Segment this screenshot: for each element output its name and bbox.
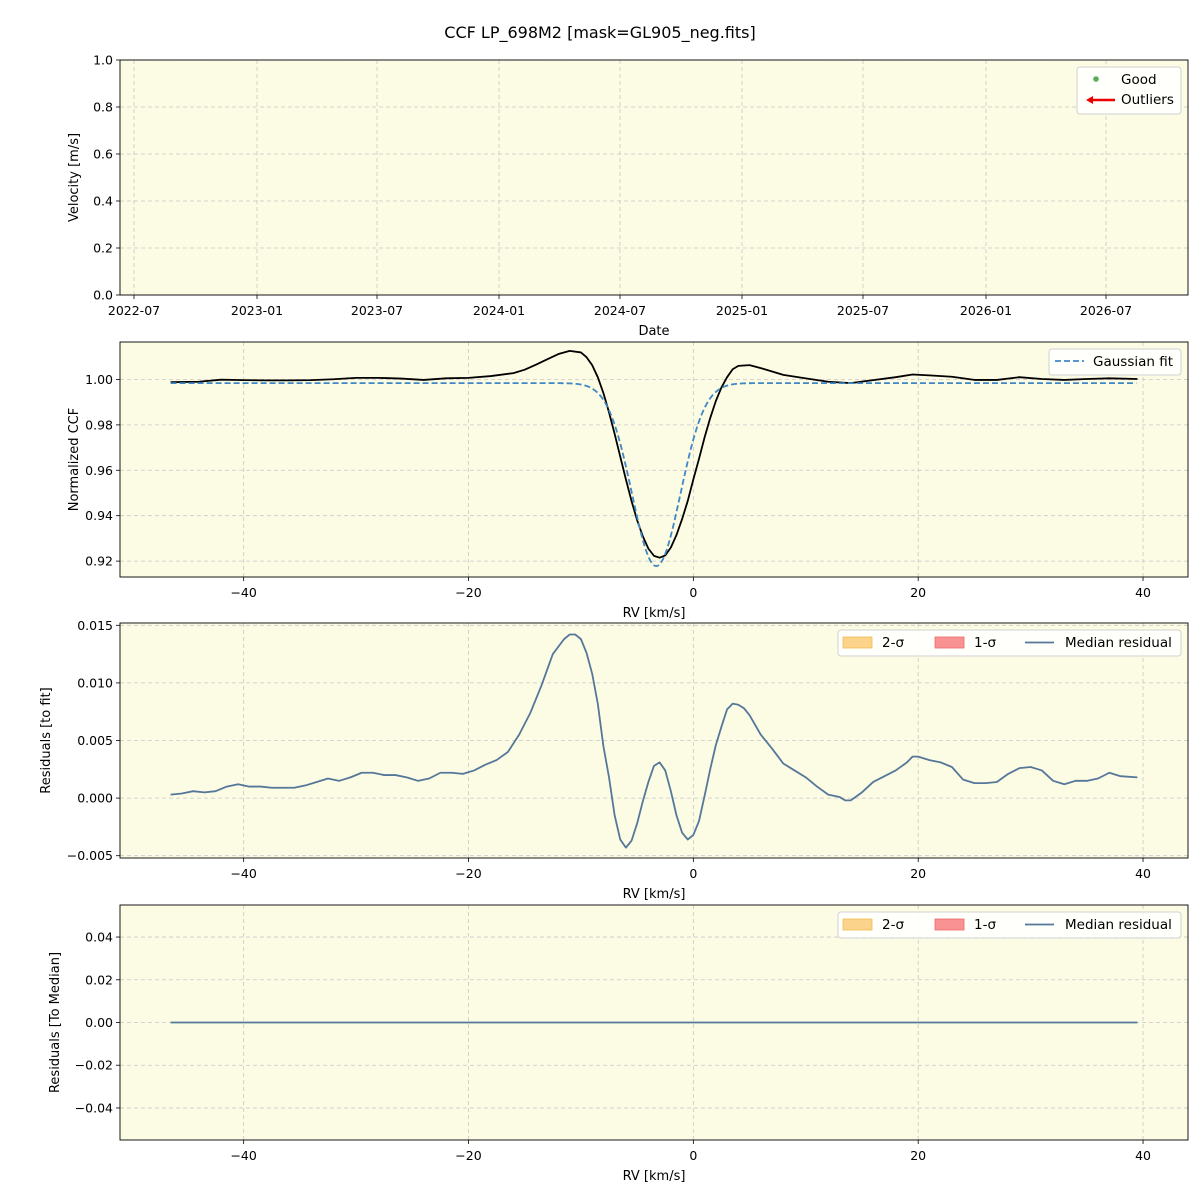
y-tick-label: −0.005 bbox=[67, 848, 113, 863]
y-axis-label: Residuals [To Median] bbox=[48, 952, 63, 1093]
x-tick-label: 2025-07 bbox=[837, 303, 889, 318]
x-tick-label: 0 bbox=[689, 585, 697, 600]
ticks: −40 −20 0 20 40 −0.04 −0.02 0.00 0.02 0.04 bbox=[75, 930, 1151, 1163]
plot-frame bbox=[119, 904, 1189, 1141]
y-tick-label: 0.015 bbox=[77, 618, 113, 633]
ticks: −40 −20 0 20 40 0.92 0.94 0.96 0.98 1.00 bbox=[85, 372, 1151, 600]
ticks: 2022-07 2023-01 2023-07 2024-01 2024-07 2025-… bbox=[93, 53, 1132, 319]
legend: 2-σ 1-σ Median residual bbox=[837, 911, 1182, 939]
ticks: −40 −20 0 20 40 −0.005 0.000 0.005 0.010 0.015 bbox=[67, 618, 1151, 881]
x-tick-label: 2023-07 bbox=[351, 303, 403, 318]
x-tick-label: −20 bbox=[455, 585, 481, 600]
y-tick-label: 0.0 bbox=[93, 288, 113, 303]
figure-title: CCF LP_698M2 [mask=GL905_neg.fits] bbox=[444, 23, 755, 43]
x-axis-label: RV [km/s] bbox=[623, 606, 686, 621]
plot-frame bbox=[119, 622, 1189, 859]
legend-gauss-label: Gaussian fit bbox=[1093, 354, 1173, 370]
x-tick-label: 2022-07 bbox=[108, 303, 160, 318]
y-tick-label: 1.0 bbox=[93, 53, 113, 68]
legend-good-label: Good bbox=[1121, 72, 1157, 88]
y-tick-label: 0.2 bbox=[93, 241, 113, 256]
x-tick-label: 2026-01 bbox=[960, 303, 1012, 318]
data-layer bbox=[170, 349, 1138, 568]
y-axis-label: Normalized CCF bbox=[67, 408, 82, 512]
legend-2sigma-swatch bbox=[842, 636, 873, 649]
series-median-residual bbox=[170, 633, 1138, 849]
legend-2sigma-swatch bbox=[842, 918, 873, 931]
grid bbox=[120, 623, 1188, 858]
x-tick-label: 2026-07 bbox=[1080, 303, 1132, 318]
y-tick-label: 0.02 bbox=[85, 972, 113, 987]
x-tick-label: −40 bbox=[230, 1148, 256, 1163]
y-tick-label: 0.92 bbox=[85, 554, 113, 569]
x-axis-label: Date bbox=[638, 324, 669, 339]
plot-area bbox=[120, 60, 1188, 295]
legend: 2-σ 1-σ Median residual bbox=[837, 629, 1182, 657]
y-tick-label: 0.94 bbox=[85, 508, 113, 523]
legend-1sigma-swatch bbox=[934, 918, 965, 931]
y-axis-label: Velocity [m/s] bbox=[67, 133, 82, 222]
legend-2sigma-label: 2-σ bbox=[882, 917, 904, 933]
chart-panel-2: −40 −20 0 20 40 0.92 0.94 0.96 0.98 1.00 RV [km/s]… bbox=[67, 341, 1189, 621]
x-tick-label: 2025-01 bbox=[716, 303, 768, 318]
x-axis-label: RV [km/s] bbox=[623, 887, 686, 902]
y-tick-label: 0.005 bbox=[77, 733, 113, 748]
legend-box bbox=[837, 911, 1182, 939]
x-tick-label: −20 bbox=[455, 866, 481, 881]
x-tick-label: 40 bbox=[1135, 866, 1151, 881]
x-tick-label: −20 bbox=[455, 1148, 481, 1163]
y-tick-label: 0.00 bbox=[85, 1015, 113, 1030]
y-tick-label: 1.00 bbox=[85, 372, 113, 387]
x-axis-label: RV [km/s] bbox=[623, 1169, 686, 1184]
y-axis-label: Residuals [to fit] bbox=[39, 687, 54, 793]
legend-outliers-label: Outliers bbox=[1121, 92, 1174, 108]
chart-panel-1: 2022-07 2023-01 2023-07 2024-01 2024-07 2025-… bbox=[67, 53, 1189, 339]
y-tick-label: 0.6 bbox=[93, 147, 113, 162]
x-tick-label: 20 bbox=[910, 1148, 926, 1163]
x-tick-label: 2023-01 bbox=[231, 303, 283, 318]
legend: Good Outliers bbox=[1076, 66, 1182, 115]
legend-1sigma-label: 1-σ bbox=[974, 917, 996, 933]
chart-panel-4: −40 −20 0 20 40 −0.04 −0.02 0.00 0.02 0.04 RV [km/… bbox=[48, 904, 1189, 1184]
panels: 2022-07 2023-01 2023-07 2024-01 2024-07 2025-… bbox=[39, 53, 1189, 1184]
series-ccf bbox=[170, 349, 1138, 559]
legend-box bbox=[1048, 348, 1182, 376]
x-tick-label: −40 bbox=[230, 585, 256, 600]
legend-good-marker bbox=[1093, 76, 1099, 82]
x-tick-label: 0 bbox=[689, 1148, 697, 1163]
legend-box bbox=[837, 629, 1182, 657]
y-tick-label: 0.010 bbox=[77, 675, 113, 690]
legend-1sigma-swatch bbox=[934, 636, 965, 649]
x-tick-label: −40 bbox=[230, 866, 256, 881]
chart-panel-3: −40 −20 0 20 40 −0.005 0.000 0.005 0.010 0.015 RV … bbox=[39, 618, 1189, 902]
plot-frame bbox=[119, 341, 1189, 578]
x-tick-label: 20 bbox=[910, 866, 926, 881]
y-tick-label: 0.8 bbox=[93, 100, 113, 115]
data-layer bbox=[170, 633, 1138, 849]
x-tick-label: 40 bbox=[1135, 585, 1151, 600]
legend: Gaussian fit bbox=[1048, 348, 1182, 376]
legend-box bbox=[1076, 66, 1182, 115]
x-tick-label: 0 bbox=[689, 866, 697, 881]
y-tick-label: −0.04 bbox=[75, 1100, 113, 1115]
y-tick-label: 0.4 bbox=[93, 194, 113, 209]
y-tick-label: 0.000 bbox=[77, 791, 113, 806]
legend-2sigma-label: 2-σ bbox=[882, 635, 904, 651]
legend-outlier-arrow-head bbox=[1086, 96, 1093, 104]
x-tick-label: 20 bbox=[910, 585, 926, 600]
y-tick-label: 0.96 bbox=[85, 463, 113, 478]
series-gaussian-fit bbox=[170, 382, 1137, 568]
x-tick-label: 2024-07 bbox=[594, 303, 646, 318]
x-tick-label: 2024-01 bbox=[473, 303, 525, 318]
y-tick-label: 0.04 bbox=[85, 930, 113, 945]
x-tick-label: 40 bbox=[1135, 1148, 1151, 1163]
y-tick-label: 0.98 bbox=[85, 417, 113, 432]
y-tick-label: −0.02 bbox=[75, 1058, 113, 1073]
legend-1sigma-label: 1-σ bbox=[974, 635, 996, 651]
plot-frame bbox=[119, 59, 1189, 296]
legend-median-label: Median residual bbox=[1065, 917, 1172, 933]
legend-median-label: Median residual bbox=[1065, 635, 1172, 651]
